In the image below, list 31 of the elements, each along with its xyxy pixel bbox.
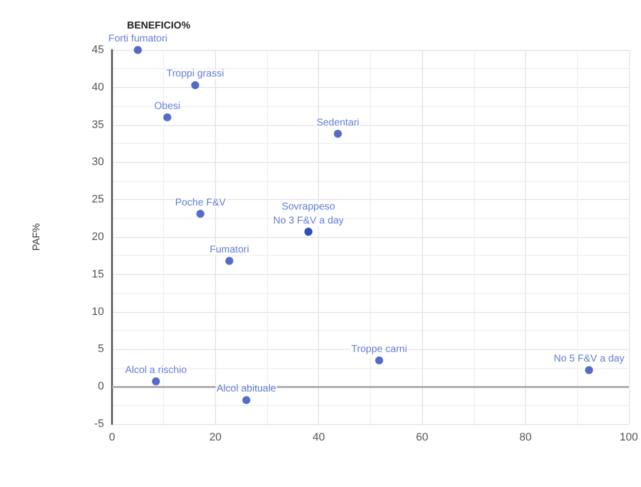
x-tick-label: 40 — [312, 432, 325, 444]
annotation: Forti fumatori — [108, 34, 168, 44]
annotation: No 5 F&V a day — [554, 354, 624, 365]
annotation: Sedentari — [316, 117, 360, 128]
y-tick-label: 5 — [98, 343, 104, 356]
annotation: Obesi — [154, 100, 180, 112]
y-tick-label: 15 — [92, 268, 104, 280]
chart-title: BENEFICIO% — [127, 20, 190, 32]
y-tick-label: -5 — [94, 418, 104, 430]
y-tick-label: 20 — [92, 231, 104, 243]
y-tick-label: 0 — [98, 380, 104, 393]
y-tick-label: 30 — [92, 156, 104, 168]
x-tick-label: 100 — [620, 432, 638, 444]
y-tick-label: 25 — [92, 194, 104, 206]
y-tick-label: 40 — [92, 81, 104, 94]
annotation: Poche F&V — [175, 197, 226, 208]
y-tick-label: 10 — [92, 306, 104, 318]
y-axis-title: PAF% — [32, 223, 42, 251]
x-tick-label: 80 — [519, 432, 532, 444]
x-tick-label: 60 — [416, 432, 428, 444]
y-tick-label: 45 — [92, 44, 104, 56]
annotation: Troppi grassi — [166, 68, 224, 80]
x-tick-label: 20 — [209, 432, 222, 444]
y-tick-label: 35 — [92, 118, 104, 131]
annotation: Sovrappeso — [282, 201, 336, 212]
annotation: Troppe carni — [351, 344, 408, 355]
x-tick-label: 0 — [108, 432, 116, 444]
annotation: Fumatori — [210, 244, 250, 256]
annotation: Alcol a rischio — [125, 364, 188, 376]
annotation: No 3 F&V a day — [273, 215, 344, 226]
annotation: Alcol abituale — [216, 384, 277, 395]
